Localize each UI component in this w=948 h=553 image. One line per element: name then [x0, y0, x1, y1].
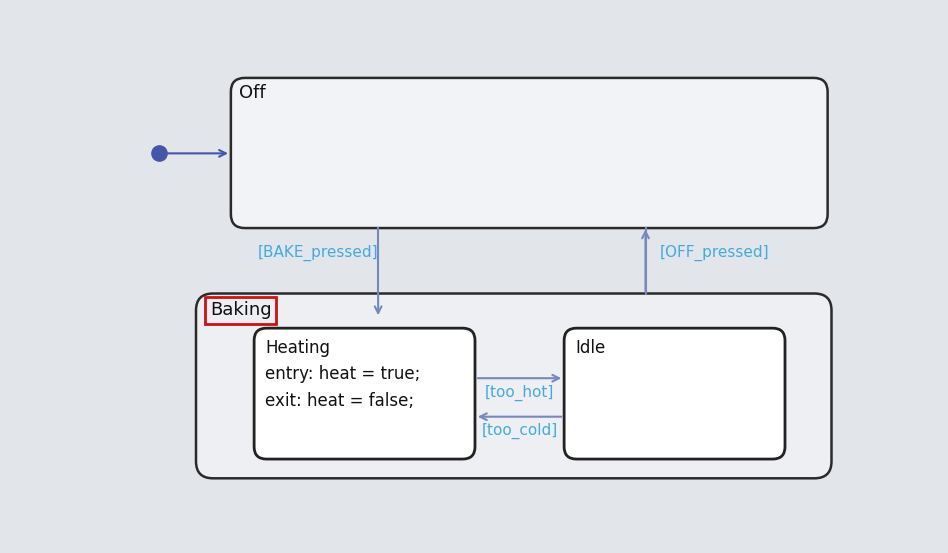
FancyBboxPatch shape [231, 78, 828, 228]
Text: [too_cold]: [too_cold] [482, 423, 557, 439]
Text: Heating
entry: heat = true;
exit: heat = false;: Heating entry: heat = true; exit: heat =… [265, 339, 420, 410]
Text: [OFF_pressed]: [OFF_pressed] [660, 245, 769, 261]
Text: [BAKE_pressed]: [BAKE_pressed] [258, 245, 378, 261]
FancyBboxPatch shape [564, 328, 785, 459]
Text: [too_hot]: [too_hot] [484, 384, 555, 400]
Text: Off: Off [239, 84, 265, 102]
FancyBboxPatch shape [196, 294, 831, 478]
Text: Baking: Baking [210, 301, 271, 319]
FancyBboxPatch shape [254, 328, 475, 459]
Text: Idle: Idle [575, 339, 605, 357]
